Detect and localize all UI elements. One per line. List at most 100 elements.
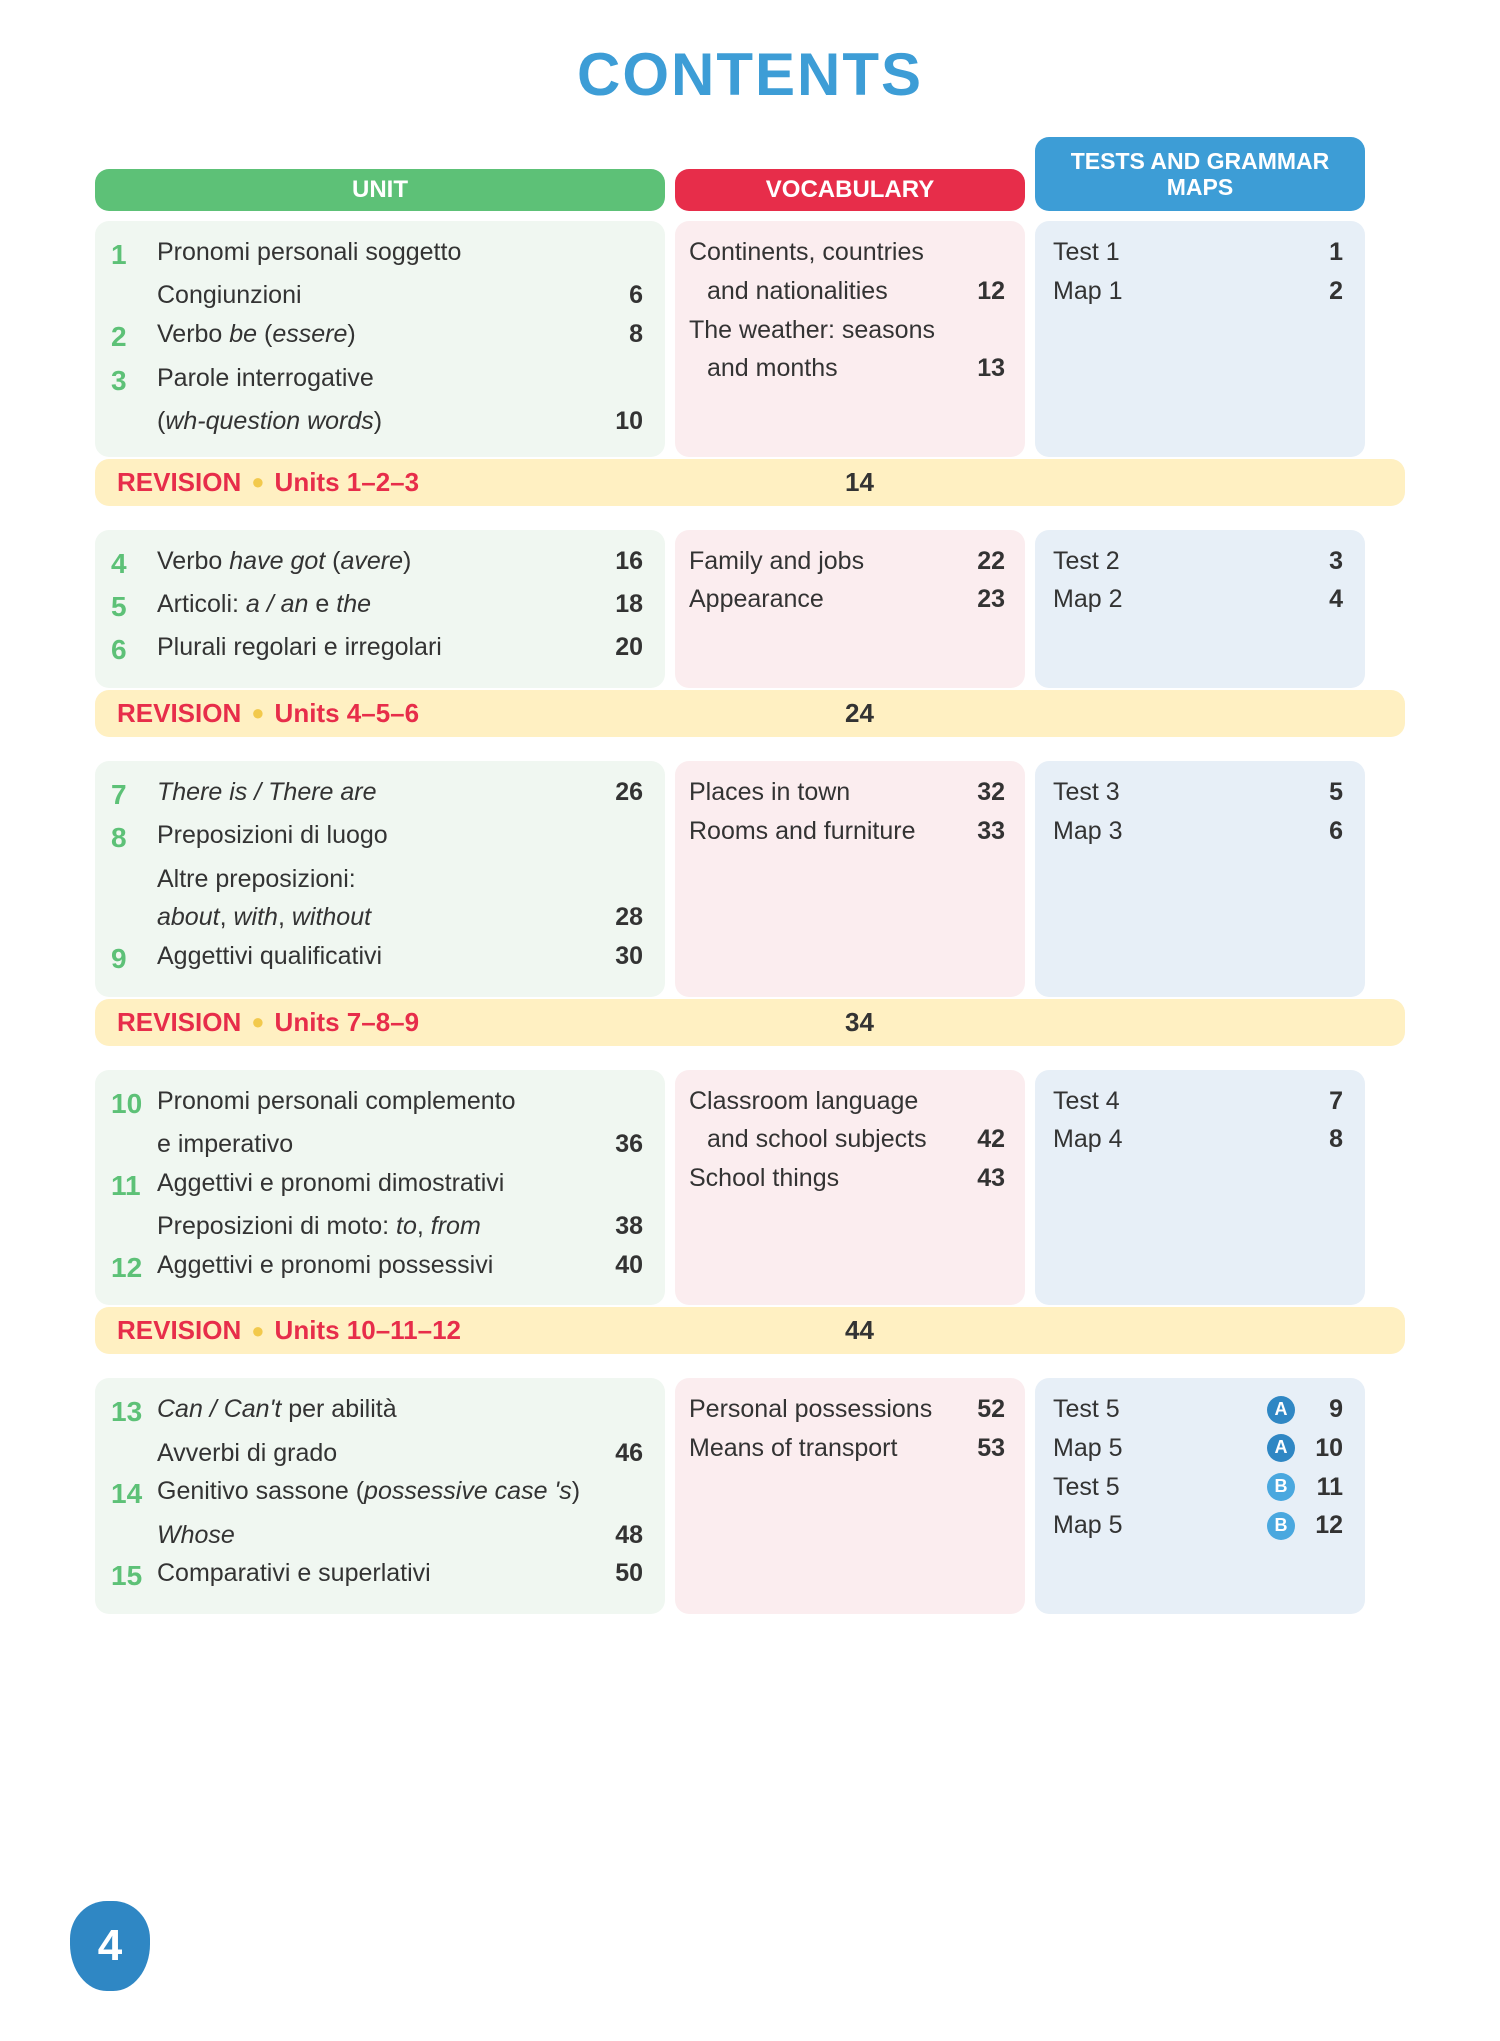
unit-label: Aggettivi e pronomi possessivi: [157, 1246, 599, 1285]
vocab-label: and nationalities: [689, 272, 965, 311]
unit-row: 1Pronomi personali soggetto: [111, 233, 643, 276]
tests-row: Map 48: [1053, 1120, 1343, 1159]
vocab-page-number: 12: [965, 272, 1005, 311]
vocab-page-number: 13: [965, 349, 1005, 388]
vocab-label: Appearance: [689, 580, 965, 619]
unit-row: 13Can / Can't per abilità: [111, 1390, 643, 1433]
vocab-row: Places in town32: [689, 773, 1005, 812]
vocab-row: and months13: [689, 349, 1005, 388]
vocab-row: Family and jobs22: [689, 542, 1005, 581]
revision-bar: REVISION ● Units 10–11–1244: [95, 1307, 1405, 1354]
tests-label: Map 5: [1053, 1429, 1267, 1468]
unit-label: Pronomi personali complemento: [157, 1082, 599, 1121]
vocab-page-number: [965, 233, 1005, 272]
unit-row: 6Plurali regolari e irregolari20: [111, 628, 643, 671]
unit-page-number: 10: [599, 402, 643, 441]
tests-row: Test 35: [1053, 773, 1343, 812]
vocab-column: Continents, countriesand nationalities12…: [675, 221, 1025, 457]
unit-page-number: 28: [599, 898, 643, 937]
unit-label: Aggettivi e pronomi dimostrativi: [157, 1164, 599, 1203]
unit-number: 7: [111, 773, 157, 816]
vocab-label: Places in town: [689, 773, 965, 812]
contents-page: CONTENTS UNIT VOCABULARY TESTS AND GRAMM…: [0, 0, 1500, 2041]
header-tests: TESTS AND GRAMMAR MAPS: [1035, 137, 1365, 211]
tests-row: Test 11: [1053, 233, 1343, 272]
unit-row: 10Pronomi personali complemento: [111, 1082, 643, 1125]
unit-label: Congiunzioni: [157, 276, 599, 315]
unit-label: Articoli: a / an e the: [157, 585, 599, 624]
vocab-row: Personal possessions52: [689, 1390, 1005, 1429]
vocab-label: The weather: seasons: [689, 311, 965, 350]
unit-page-number: 48: [599, 1516, 643, 1555]
unit-label: Avverbi di grado: [157, 1434, 599, 1473]
unit-row: 12Aggettivi e pronomi possessivi40: [111, 1246, 643, 1289]
tests-page-number: 4: [1303, 580, 1343, 619]
unit-label: Pronomi personali soggetto: [157, 233, 599, 272]
revision-bar: REVISION ● Units 1–2–314: [95, 459, 1405, 506]
dot-icon: ●: [251, 1318, 264, 1344]
unit-row: 2Verbo be (essere)8: [111, 315, 643, 358]
vocab-label: Rooms and furniture: [689, 812, 965, 851]
page-title: CONTENTS: [95, 40, 1405, 109]
unit-column: 13Can / Can't per abilitàAvverbi di grad…: [95, 1378, 665, 1614]
tests-page-number: 2: [1303, 272, 1343, 311]
unit-number: 4: [111, 542, 157, 585]
unit-page-number: 20: [599, 628, 643, 667]
tests-label: Map 2: [1053, 580, 1303, 619]
vocab-page-number: 43: [965, 1159, 1005, 1198]
tests-page-number: 1: [1303, 233, 1343, 272]
tests-row: Test 5A9: [1053, 1390, 1343, 1429]
vocab-page-number: 32: [965, 773, 1005, 812]
unit-row: e imperativo36: [111, 1125, 643, 1164]
tests-label: Test 1: [1053, 233, 1303, 272]
unit-row: 7There is / There are26: [111, 773, 643, 816]
vocab-page-number: 22: [965, 542, 1005, 581]
vocab-row: Appearance23: [689, 580, 1005, 619]
unit-label: Aggettivi qualificativi: [157, 937, 599, 976]
tests-row: Map 12: [1053, 272, 1343, 311]
vocab-page-number: 42: [965, 1120, 1005, 1159]
tests-page-number: 11: [1303, 1468, 1343, 1507]
dot-icon: ●: [251, 469, 264, 495]
tests-row: Test 23: [1053, 542, 1343, 581]
tests-label: Map 1: [1053, 272, 1303, 311]
unit-page-number: 38: [599, 1207, 643, 1246]
tests-page-number: 10: [1303, 1429, 1343, 1468]
revision-label: REVISION ● Units 7–8–9: [117, 1007, 845, 1038]
unit-row: 15Comparativi e superlativi50: [111, 1554, 643, 1597]
vocab-label: Continents, countries: [689, 233, 965, 272]
section-block: 10Pronomi personali complementoe imperat…: [95, 1070, 1405, 1306]
unit-label: Parole interrogative: [157, 359, 599, 398]
vocab-label: Personal possessions: [689, 1390, 965, 1429]
header-vocab: VOCABULARY: [675, 169, 1025, 211]
vocab-row: Rooms and furniture33: [689, 812, 1005, 851]
vocab-column: Classroom languageand school subjects42S…: [675, 1070, 1025, 1306]
tests-row: Map 5B12: [1053, 1506, 1343, 1545]
unit-label: about, with, without: [157, 898, 599, 937]
tests-label: Test 2: [1053, 542, 1303, 581]
column-headers: UNIT VOCABULARY TESTS AND GRAMMAR MAPS: [95, 169, 1405, 211]
vocab-row: Classroom language: [689, 1082, 1005, 1121]
unit-column: 7There is / There are268Preposizioni di …: [95, 761, 665, 997]
unit-label: Preposizioni di moto: to, from: [157, 1207, 599, 1246]
vocab-label: Means of transport: [689, 1429, 965, 1468]
tests-label: Map 4: [1053, 1120, 1303, 1159]
unit-page-number: 6: [599, 276, 643, 315]
vocab-page-number: 52: [965, 1390, 1005, 1429]
vocab-row: The weather: seasons: [689, 311, 1005, 350]
revision-label: REVISION ● Units 4–5–6: [117, 698, 845, 729]
vocab-row: School things43: [689, 1159, 1005, 1198]
tests-row: Map 24: [1053, 580, 1343, 619]
vocab-page-number: [965, 311, 1005, 350]
revision-label: REVISION ● Units 10–11–12: [117, 1315, 845, 1346]
unit-row: 4Verbo have got (avere)16: [111, 542, 643, 585]
unit-page-number: 36: [599, 1125, 643, 1164]
tests-column: Test 35Map 36: [1035, 761, 1365, 997]
unit-page-number: 16: [599, 542, 643, 581]
unit-row: 11Aggettivi e pronomi dimostrativi: [111, 1164, 643, 1207]
tests-label: Test 4: [1053, 1082, 1303, 1121]
tests-page-number: 6: [1303, 812, 1343, 851]
section-block: 1Pronomi personali soggettoCongiunzioni6…: [95, 221, 1405, 457]
unit-number: 5: [111, 585, 157, 628]
unit-label: Whose: [157, 1516, 599, 1555]
